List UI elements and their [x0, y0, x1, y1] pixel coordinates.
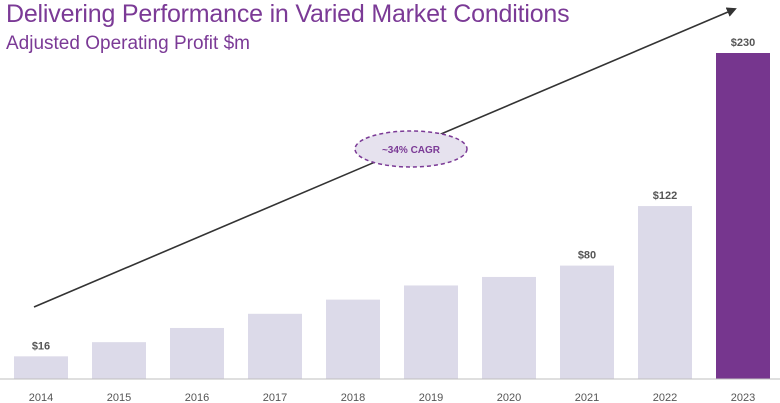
cagr-callout: ~34% CAGR	[354, 130, 468, 168]
data-label-2021: $80	[578, 250, 596, 262]
bar-2016	[170, 327, 224, 379]
x-tick-2015: 2015	[107, 392, 131, 403]
bar-2023	[716, 53, 770, 379]
bar-2019	[404, 285, 458, 379]
x-tick-2021: 2021	[575, 392, 599, 403]
x-tick-2022: 2022	[653, 392, 677, 403]
data-label-2014: $16	[32, 340, 50, 352]
bar-2022	[638, 206, 692, 379]
x-tick-2019: 2019	[419, 392, 443, 403]
cagr-oval	[354, 130, 468, 168]
data-labels: $16 $80 $122 $230	[32, 37, 755, 352]
x-tick-labels: 2014 2015 2016 2017 2018 2019 2020 2021 2022 2023	[29, 392, 755, 403]
chart-subtitle: Adjusted Operating Profit $m	[6, 33, 250, 54]
bar-2018	[326, 299, 380, 379]
bars-layer	[14, 53, 770, 379]
x-tick-2017: 2017	[263, 392, 287, 403]
bar-2021	[560, 265, 614, 379]
bar-2015	[92, 342, 146, 379]
bar-2014	[14, 356, 68, 379]
data-label-2022: $122	[653, 190, 677, 202]
data-label-2023: $230	[731, 37, 755, 49]
x-tick-2023: 2023	[731, 392, 755, 403]
x-tick-2020: 2020	[497, 392, 521, 403]
chart-title: Delivering Performance in Varied Market …	[6, 0, 570, 28]
x-tick-2018: 2018	[341, 392, 365, 403]
cagr-label: ~34% CAGR	[382, 145, 441, 156]
x-tick-2016: 2016	[185, 392, 209, 403]
bar-2020	[482, 276, 536, 379]
x-tick-2014: 2014	[29, 392, 53, 403]
bar-2017	[248, 313, 302, 379]
